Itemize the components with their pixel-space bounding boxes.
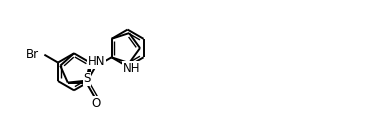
Text: O: O <box>91 97 100 110</box>
Text: S: S <box>83 72 91 85</box>
Text: Br: Br <box>26 48 39 61</box>
Text: HN: HN <box>88 55 105 68</box>
Text: NH: NH <box>123 62 140 75</box>
